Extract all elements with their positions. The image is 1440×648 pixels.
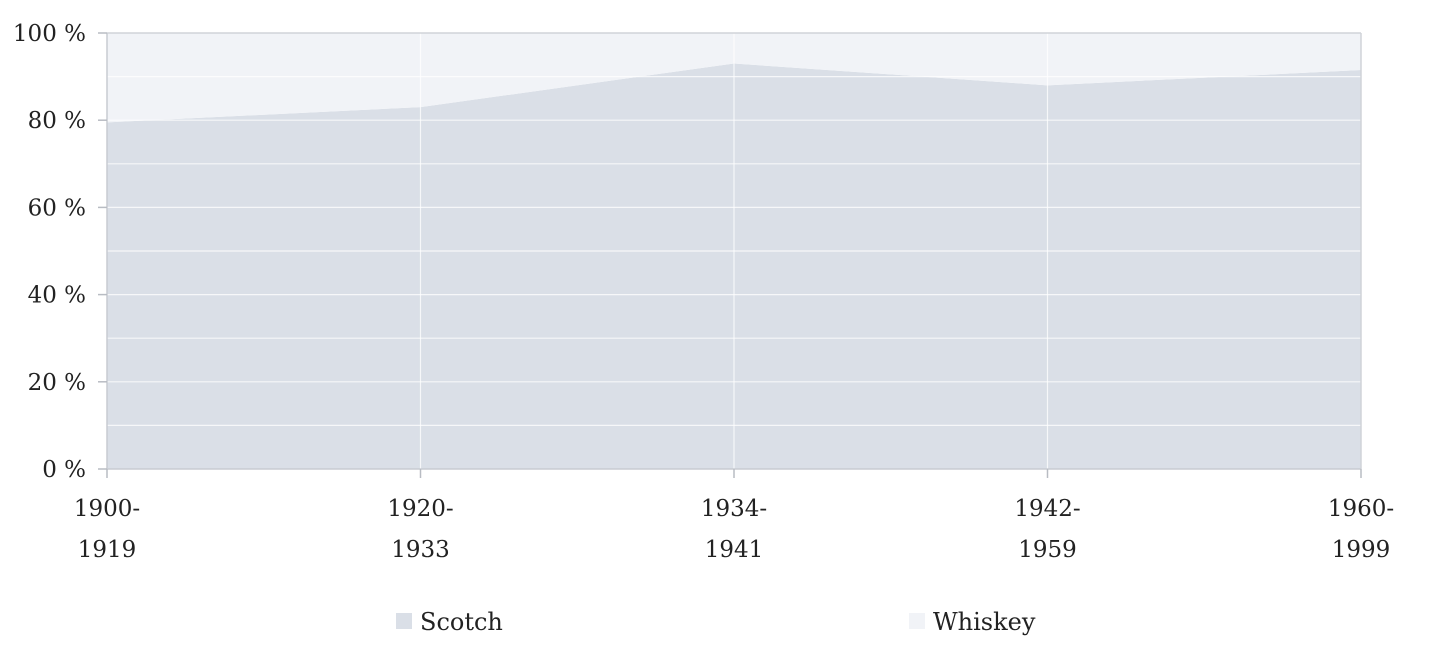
y-axis-ticks: 0 % 20 % 40 % 60 % 80 % 100 %: [13, 21, 107, 483]
gridlines: [107, 33, 1361, 469]
legend-swatch: [396, 613, 412, 629]
y-tick-label: 0 %: [42, 457, 86, 483]
x-tick-label: 1942-1959: [1014, 496, 1080, 563]
legend-swatch: [909, 613, 925, 629]
legend-item-whiskey[interactable]: Whiskey: [909, 608, 1036, 636]
y-tick-label: 40 %: [28, 283, 86, 309]
y-tick-label: 100 %: [13, 21, 86, 47]
x-tick-label: 1920-1933: [387, 496, 453, 563]
legend-item-scotch[interactable]: Scotch: [396, 608, 503, 636]
y-tick-label: 60 %: [28, 195, 86, 221]
x-tick-label: 1934-1941: [701, 496, 767, 563]
legend: Scotch Whiskey: [396, 608, 1036, 636]
y-tick-label: 80 %: [28, 108, 86, 134]
legend-label: Scotch: [420, 608, 503, 636]
x-tick-label: 1960-1999: [1328, 496, 1394, 563]
x-axis-ticks: 1900-1919 1920-1933 1934-1941 1942-1959 1960…: [74, 469, 1394, 563]
legend-label: Whiskey: [933, 608, 1036, 636]
y-tick-label: 20 %: [28, 370, 86, 396]
x-tick-label: 1900-1919: [74, 496, 140, 563]
